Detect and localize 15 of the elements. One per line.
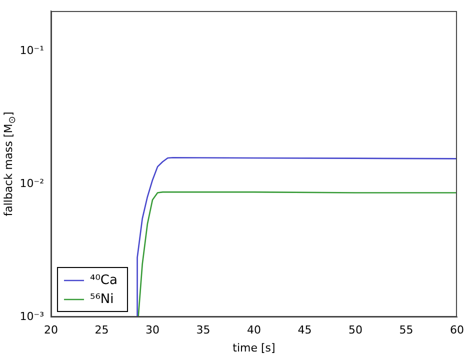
legend-label: ⁵⁶Ni [90, 292, 114, 307]
x-tick-label: 20 [44, 323, 58, 336]
x-tick-label: 60 [450, 323, 464, 336]
x-tick-label: 40 [247, 323, 261, 336]
x-tick-label: 30 [146, 323, 160, 336]
x-tick-label: 25 [94, 323, 109, 336]
x-tick-label: 45 [298, 323, 312, 336]
x-tick-label: 55 [399, 323, 414, 336]
x-tick-label: 35 [196, 323, 210, 336]
x-tick-label: 50 [348, 323, 362, 336]
y-tick-label: 10⁻³ [20, 310, 44, 323]
x-axis-title: time [s] [232, 341, 276, 354]
y-tick-label: 10⁻² [20, 176, 44, 190]
y-tick-label: 10⁻¹ [20, 44, 44, 57]
legend-label: ⁴⁰Ca [90, 272, 118, 288]
